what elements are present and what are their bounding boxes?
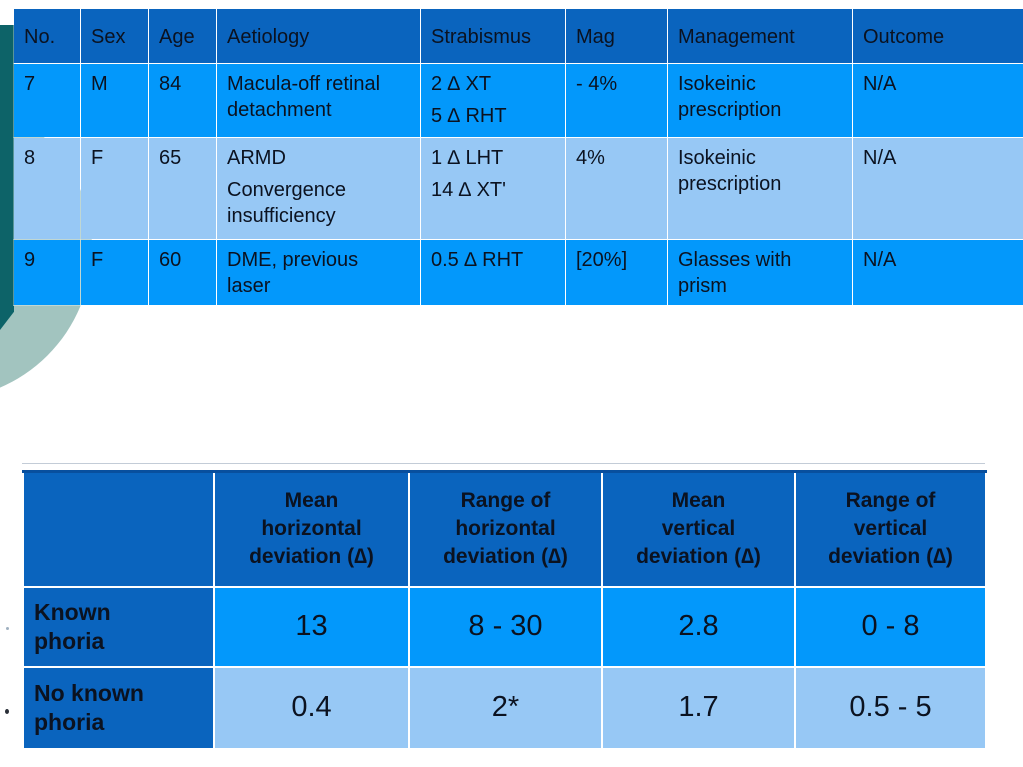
cell-sex: M	[80, 63, 149, 138]
header-line: deviation (∆)	[249, 545, 374, 569]
header-line: vertical	[853, 517, 928, 541]
col-header-management: Management	[667, 8, 853, 64]
cell-value: 2*	[408, 665, 603, 750]
col-header-range-horizontal: Range of horizontal deviation (∆)	[408, 470, 603, 588]
cell-management: Isokeinic prescription	[667, 63, 853, 138]
col-header-aetiology: Aetiology	[216, 8, 421, 64]
header-line: deviation (∆)	[443, 545, 568, 569]
cell-strabismus: 0.5 ∆ RHT	[420, 239, 566, 306]
cell-mag: [20%]	[565, 239, 668, 306]
col-header-outcome: Outcome	[852, 8, 1023, 64]
cell-value: 8 - 30	[408, 585, 603, 668]
header-line: Mean	[671, 489, 726, 513]
cell-no: 7	[13, 63, 81, 138]
header-line: horizontal	[261, 517, 362, 541]
header-line: deviation (∆)	[636, 545, 761, 569]
stray-mark	[6, 627, 9, 630]
case-table: No. Sex Age Aetiology Strabismus Mag Man…	[13, 8, 1023, 306]
row-label-known-phoria: Known phoria	[22, 585, 215, 668]
col-header-mean-horizontal: Mean horizontal deviation (∆)	[213, 470, 410, 588]
cell-value: 1.7	[601, 665, 796, 750]
aetiology-line: ARMD	[227, 147, 286, 169]
table-row: 9 F 60 DME, previous laser 0.5 ∆ RHT [20…	[13, 239, 1023, 306]
cell-value: 13	[213, 585, 410, 668]
cell-sex: F	[80, 137, 149, 240]
label-line: No known	[34, 679, 144, 706]
header-line: deviation (∆)	[828, 545, 953, 569]
cell-age: 65	[148, 137, 217, 240]
cell-aetiology: DME, previous laser	[216, 239, 421, 306]
label-line: phoria	[34, 627, 105, 654]
cell-management: Isokeinic prescription	[667, 137, 853, 240]
strabismus-line: 14 ∆ XT'	[431, 179, 506, 201]
col-header-range-vertical: Range of vertical deviation (∆)	[794, 470, 987, 588]
header-line: vertical	[661, 517, 736, 541]
cell-outcome: N/A	[852, 137, 1023, 240]
header-line: horizontal	[455, 517, 556, 541]
divider-line	[22, 463, 985, 464]
col-header-mag: Mag	[565, 8, 668, 64]
cell-no: 8	[13, 137, 81, 240]
summary-header-row: Mean horizontal deviation (∆) Range of h…	[22, 470, 987, 588]
cell-value: 0.5 - 5	[794, 665, 987, 750]
table-row: Known phoria 13 8 - 30 2.8 0 - 8	[22, 585, 987, 668]
row-label-no-known-phoria: No known phoria	[22, 665, 215, 750]
stray-mark	[5, 709, 9, 714]
case-header-row: No. Sex Age Aetiology Strabismus Mag Man…	[13, 8, 1023, 64]
summary-table: Mean horizontal deviation (∆) Range of h…	[22, 470, 987, 750]
corner-cell	[22, 470, 215, 588]
table-row: No known phoria 0.4 2* 1.7 0.5 - 5	[22, 665, 987, 750]
cell-mag: - 4%	[565, 63, 668, 138]
table-row: 7 M 84 Macula-off retinal detachment 2 ∆…	[13, 63, 1023, 138]
label-line: Known	[34, 598, 111, 625]
cell-outcome: N/A	[852, 239, 1023, 306]
cell-age: 84	[148, 63, 217, 138]
cell-value: 2.8	[601, 585, 796, 668]
cell-value: 0 - 8	[794, 585, 987, 668]
col-header-no: No.	[13, 8, 81, 64]
col-header-mean-vertical: Mean vertical deviation (∆)	[601, 470, 796, 588]
aetiology-line: Convergence insufficiency	[227, 179, 346, 227]
cell-aetiology: Macula-off retinal detachment	[216, 63, 421, 138]
col-header-strabismus: Strabismus	[420, 8, 566, 64]
header-line: Range of	[460, 489, 551, 513]
col-header-age: Age	[148, 8, 217, 64]
label-line: phoria	[34, 708, 105, 735]
cell-age: 60	[148, 239, 217, 306]
header-line: Range of	[845, 489, 936, 513]
cell-sex: F	[80, 239, 149, 306]
cell-mag: 4%	[565, 137, 668, 240]
cell-no: 9	[13, 239, 81, 306]
cell-outcome: N/A	[852, 63, 1023, 138]
teal-bar-decoration	[0, 25, 14, 330]
cell-strabismus: 1 ∆ LHT 14 ∆ XT'	[420, 137, 566, 240]
strabismus-line: 2 ∆ XT	[431, 73, 492, 95]
cell-value: 0.4	[213, 665, 410, 750]
table-row: 8 F 65 ARMD Convergence insufficiency 1 …	[13, 137, 1023, 240]
col-header-sex: Sex	[80, 8, 149, 64]
strabismus-line: 0.5 ∆ RHT	[431, 249, 524, 271]
cell-strabismus: 2 ∆ XT 5 ∆ RHT	[420, 63, 566, 138]
aetiology-line: DME, previous laser	[227, 249, 359, 297]
aetiology-line: Macula-off retinal detachment	[227, 73, 381, 121]
strabismus-line: 1 ∆ LHT	[431, 147, 504, 169]
header-line: Mean	[284, 489, 339, 513]
strabismus-line: 5 ∆ RHT	[431, 105, 507, 127]
cell-management: Glasses with prism	[667, 239, 853, 306]
cell-aetiology: ARMD Convergence insufficiency	[216, 137, 421, 240]
